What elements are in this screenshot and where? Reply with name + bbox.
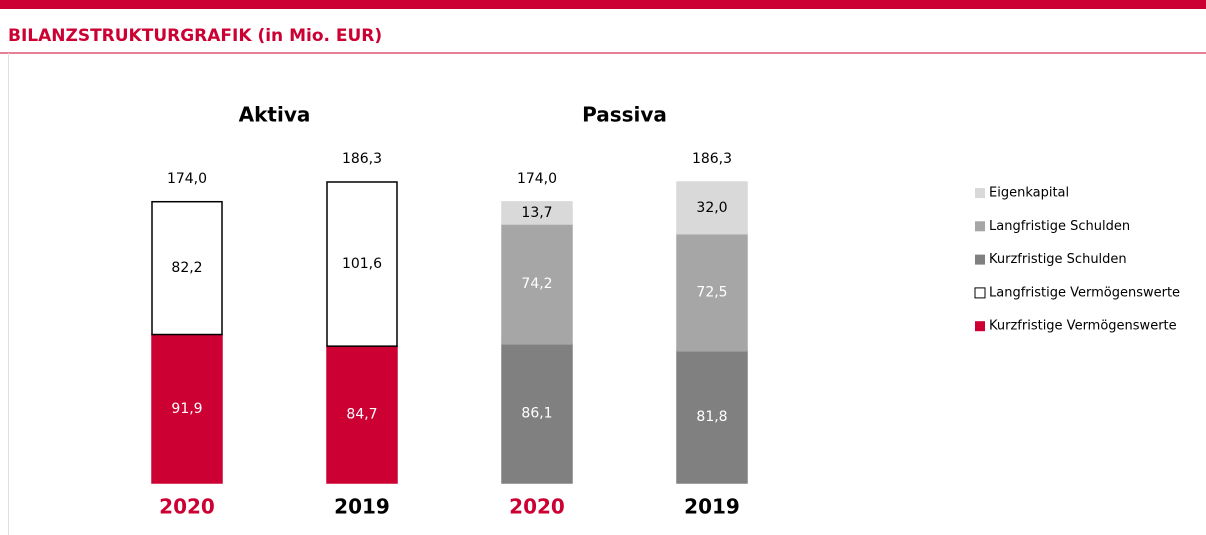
data-label: 84,7: [346, 407, 377, 423]
header-title: BILANZSTRUKTURGRAFIK (in Mio. EUR): [8, 26, 382, 46]
bar-segment: [326, 345, 398, 484]
bar-segment: [501, 201, 573, 225]
legend-label: Langfristige Vermögenswerte: [989, 285, 1180, 300]
bar-segment: [326, 181, 398, 347]
legend-swatch: [974, 287, 986, 299]
data-label: 32,0: [696, 200, 727, 216]
bar-segment: [676, 232, 748, 352]
data-label: 72,5: [696, 284, 727, 300]
data-label: 91,9: [171, 401, 202, 417]
total-label: 186,3: [342, 151, 382, 167]
legend-swatch: [975, 221, 985, 232]
group-title: Passiva: [582, 103, 667, 127]
x-tick-label: 2020: [159, 495, 215, 519]
x-tick-label: 2020: [509, 495, 565, 519]
legend-swatch: [975, 254, 985, 265]
x-tick-label: 2019: [684, 495, 740, 519]
legend-label: Eigenkapital: [989, 186, 1069, 201]
bar-segment: [151, 200, 223, 336]
data-label: 86,1: [521, 405, 552, 421]
bar-segment: [151, 333, 223, 484]
legend-label: Kurzfristige Schulden: [989, 252, 1127, 267]
total-label: 186,3: [692, 151, 732, 167]
legend-label: Kurzfristige Vermögenswerte: [989, 319, 1177, 334]
data-label: 82,2: [171, 260, 202, 276]
data-label: 74,2: [521, 276, 552, 292]
bar-segment: [676, 181, 748, 235]
bar-segment: [501, 343, 573, 484]
bar-segment: [501, 223, 573, 345]
legend-label: Langfristige Schulden: [989, 219, 1130, 234]
data-label: 13,7: [521, 205, 552, 221]
data-label: 101,6: [342, 256, 382, 272]
bar-segment: [676, 350, 748, 484]
top-band: [0, 0, 1206, 9]
legend-swatch: [975, 321, 985, 332]
legend-swatch: [975, 188, 985, 198]
x-tick-label: 2019: [334, 495, 390, 519]
total-label: 174,0: [517, 171, 557, 187]
group-title: Aktiva: [239, 103, 311, 127]
data-label: 81,8: [696, 409, 727, 425]
total-label: 174,0: [167, 171, 207, 187]
